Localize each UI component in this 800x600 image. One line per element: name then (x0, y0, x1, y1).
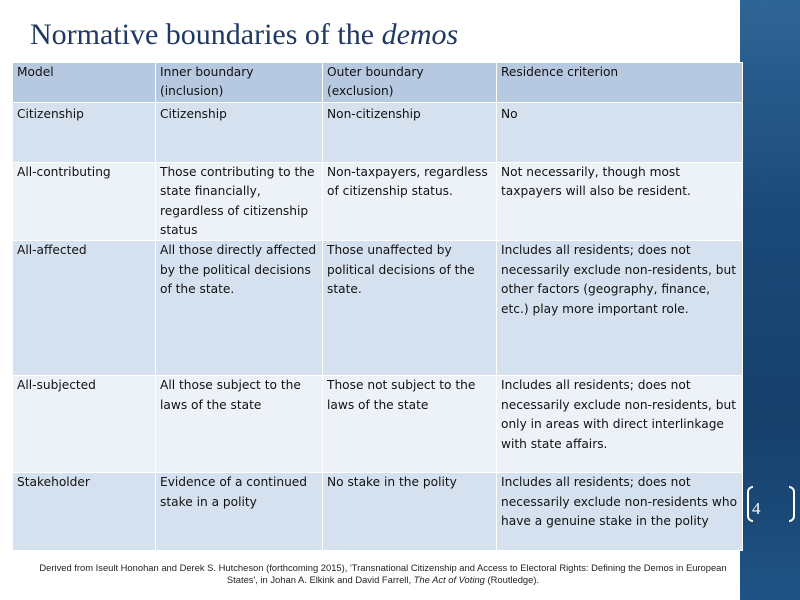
citation-line-1: Derived from Iseult Honohan and Derek S.… (39, 562, 727, 573)
cell-residence: No (496, 101, 743, 163)
cell-inner: Evidence of a continued stake in a polit… (155, 472, 323, 552)
cell-model: All-affected (12, 240, 156, 377)
table-header-row: Model Inner boundary (inclusion) Outer b… (12, 62, 743, 103)
cell-outer: No stake in the polity (322, 472, 497, 552)
cell-inner: Those contributing to the state financia… (155, 161, 323, 242)
table-row: All-contributing Those contributing to t… (12, 161, 743, 242)
citation-publisher: (Routledge). (484, 574, 540, 585)
cell-residence: Includes all residents; does not necessa… (496, 240, 743, 377)
slide-title: Normative boundaries of the demos (30, 18, 458, 52)
boundaries-table: Model Inner boundary (inclusion) Outer b… (12, 62, 743, 552)
citation-line-2: States', in Johan A. Elkink and David Fa… (18, 574, 748, 586)
header-cell-outer-boundary: Outer boundary (exclusion) (322, 62, 497, 103)
header-cell-inner-boundary: Inner boundary (inclusion) (155, 62, 323, 103)
title-emphasis: demos (381, 18, 459, 51)
table-row: Stakeholder Evidence of a continued stak… (12, 472, 743, 552)
left-bracket-icon (747, 486, 753, 522)
cell-residence: Not necessarily, though most taxpayers w… (496, 161, 743, 242)
cell-inner: All those directly affected by the polit… (155, 240, 323, 377)
cell-model: All-contributing (12, 161, 156, 242)
title-text: Normative boundaries of the (30, 18, 382, 51)
cell-residence: Includes all residents; does not necessa… (496, 472, 743, 552)
right-bracket-icon (789, 486, 795, 522)
cell-model: All-subjected (12, 375, 156, 474)
page-number-text: 4 (752, 499, 761, 518)
table-row: Citizenship Citizenship Non-citizenship … (12, 101, 743, 163)
side-decoration-band (740, 0, 800, 600)
citation-book-title: The Act of Voting (413, 574, 485, 585)
header-cell-residence: Residence criterion (496, 62, 743, 103)
cell-residence: Includes all residents; does not necessa… (496, 375, 743, 474)
cell-inner: Citizenship (155, 101, 323, 163)
cell-outer: Those not subject to the laws of the sta… (322, 375, 497, 474)
citation-text: States', in Johan A. Elkink and David Fa… (226, 574, 414, 585)
cell-outer: Non-citizenship (322, 101, 497, 163)
cell-outer: Those unaffected by political decisions … (322, 240, 497, 377)
table-row: All-affected All those directly affected… (12, 240, 743, 377)
cell-model: Citizenship (12, 101, 156, 163)
cell-model: Stakeholder (12, 472, 156, 552)
cell-outer: Non-taxpayers, regardless of citizenship… (322, 161, 497, 242)
page-number: 4 (745, 482, 799, 526)
source-citation: Derived from Iseult Honohan and Derek S.… (18, 562, 748, 586)
table-row: All-subjected All those subject to the l… (12, 375, 743, 474)
cell-inner: All those subject to the laws of the sta… (155, 375, 323, 474)
header-cell-model: Model (12, 62, 156, 103)
